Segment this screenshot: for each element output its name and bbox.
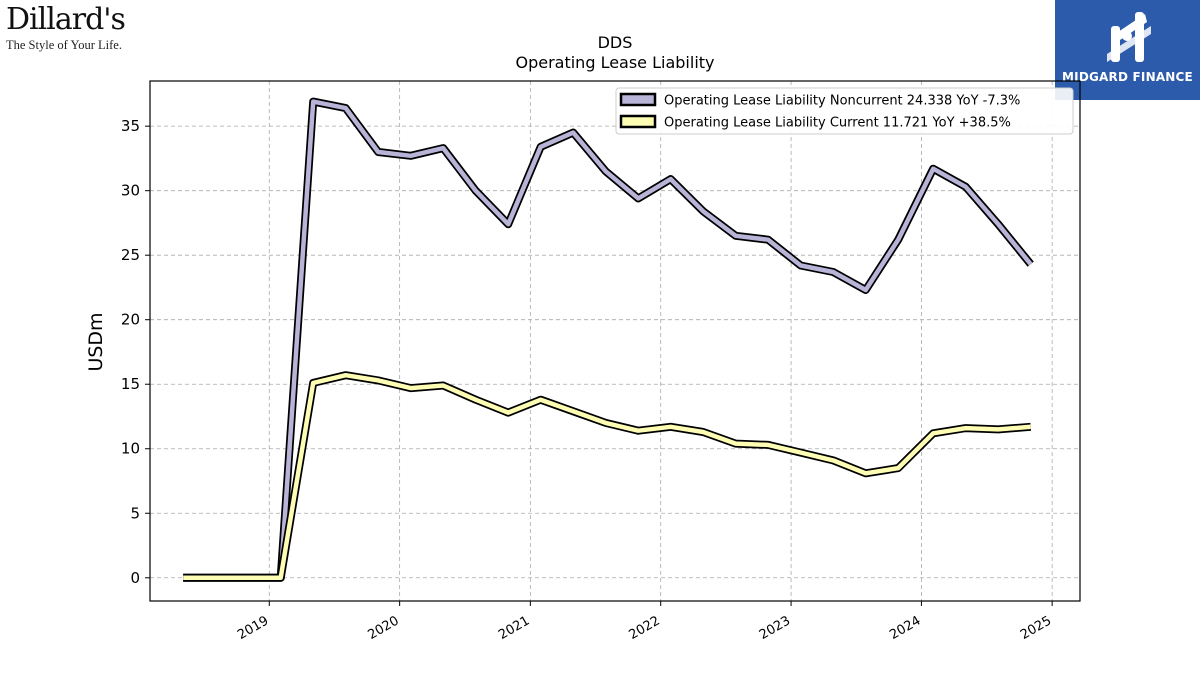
y-tick-label: 5 bbox=[130, 504, 140, 522]
y-tick-label: 0 bbox=[130, 569, 140, 587]
x-tick-label: 2019 bbox=[235, 613, 271, 643]
series-0 bbox=[183, 97, 1034, 582]
grid-lines bbox=[150, 81, 1080, 601]
y-tick-label: 10 bbox=[121, 440, 140, 458]
series-line bbox=[183, 372, 1031, 581]
midgard-finance-text: MIDGARD FINANCE bbox=[1062, 70, 1193, 84]
series-1 bbox=[183, 371, 1032, 582]
legend-box bbox=[615, 87, 1074, 135]
y-axis-label: USDm bbox=[85, 312, 107, 371]
series-line bbox=[183, 99, 1033, 581]
x-tick-label: 2023 bbox=[757, 613, 793, 643]
y-tick-label: 20 bbox=[121, 311, 140, 329]
y-tick-label: 30 bbox=[121, 182, 140, 200]
legend-label-current: Operating Lease Liability Current 11.721… bbox=[664, 116, 1011, 131]
legend-swatch-current bbox=[619, 114, 657, 129]
y-tick-label: 35 bbox=[121, 117, 140, 135]
midgard-finance-logo: MIDGARD FINANCE bbox=[1055, 0, 1200, 100]
y-axis-ticks: 0 5 10 15 20 25 30 35 bbox=[121, 117, 150, 587]
series-lines bbox=[183, 97, 1034, 582]
x-tick-label: 2022 bbox=[627, 613, 663, 643]
plot-frame bbox=[149, 80, 1081, 602]
legend-label-noncurrent: Operating Lease Liability Noncurrent 24.… bbox=[664, 94, 1020, 109]
chart-title: DDS bbox=[598, 33, 633, 52]
midgard-emblem-icon bbox=[1107, 12, 1151, 62]
x-tick-label: 2024 bbox=[887, 613, 923, 643]
x-tick-label: 2025 bbox=[1018, 613, 1054, 643]
x-tick-label: 2021 bbox=[496, 613, 532, 643]
y-tick-label: 15 bbox=[121, 375, 140, 393]
x-axis-ticks: 2019 2020 2021 2022 2023 2024 2025 bbox=[235, 601, 1054, 643]
logo-tagline: The Style of Your Life. bbox=[6, 38, 122, 52]
dillards-logo: Dillard's The Style of Your Life. bbox=[6, 4, 136, 56]
logo-wordmark: Dillard's bbox=[6, 2, 126, 37]
x-tick-label: 2020 bbox=[365, 613, 401, 643]
chart-subtitle: Operating Lease Liability bbox=[515, 53, 714, 72]
y-tick-label: 25 bbox=[121, 246, 140, 264]
legend: Operating Lease Liability Noncurrent 24.… bbox=[615, 87, 1074, 135]
legend-swatch-noncurrent bbox=[619, 92, 657, 107]
